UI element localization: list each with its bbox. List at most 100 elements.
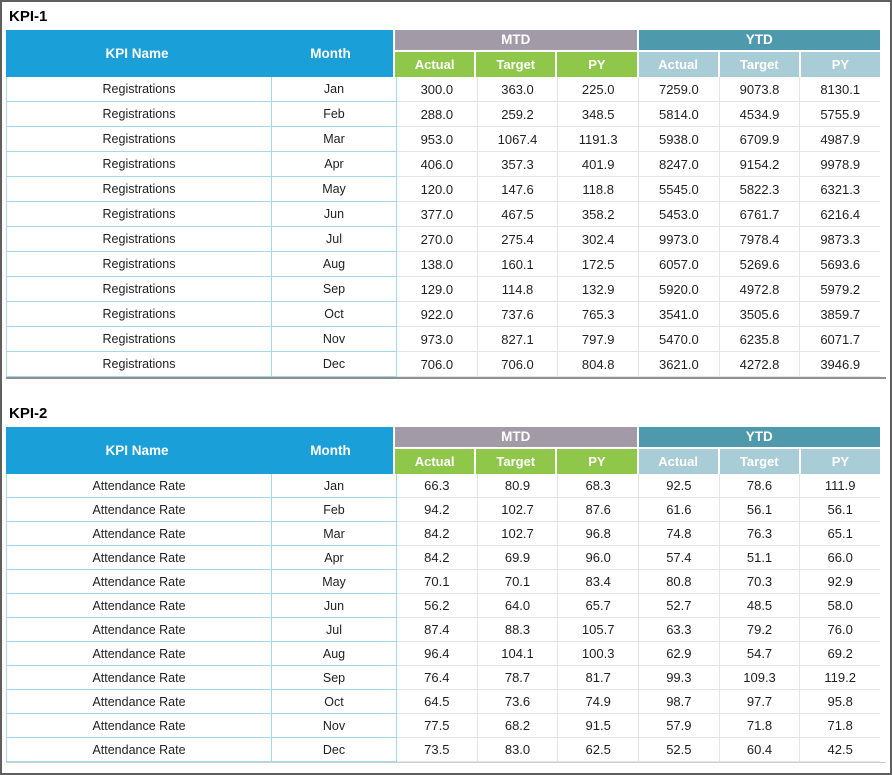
value-cell: 7259.0: [639, 77, 720, 102]
value-cell: 84.2: [397, 546, 478, 570]
value-cell: 6216.4: [800, 202, 881, 227]
value-cell: 97.7: [719, 690, 801, 714]
value-cell: 98.7: [639, 690, 720, 714]
table-row: Registrations Sep 129.0 114.8 132.9 5920.0 497…: [6, 277, 881, 302]
month-cell: Feb: [272, 102, 397, 127]
kpi-name-cell: Attendance Rate: [6, 570, 272, 594]
value-cell: 5269.6: [719, 252, 801, 277]
value-cell: 69.9: [477, 546, 559, 570]
value-cell: 9978.9: [800, 152, 881, 177]
value-cell: 64.0: [477, 594, 559, 618]
value-cell: 68.3: [558, 474, 640, 498]
value-cell: 6057.0: [639, 252, 720, 277]
value-cell: 5755.9: [800, 102, 881, 127]
table-row: Registrations Feb 288.0 259.2 348.5 5814.0 453…: [6, 102, 881, 127]
value-cell: 6321.3: [800, 177, 881, 202]
mtd-band-header: MTD: [395, 427, 637, 447]
kpi-name-cell: Attendance Rate: [6, 474, 272, 498]
value-cell: 54.7: [719, 642, 801, 666]
value-cell: 74.9: [558, 690, 640, 714]
table-row: Attendance Rate Jul 87.4 88.3 105.7 63.3 79.2 7…: [6, 618, 881, 642]
value-cell: 6235.8: [719, 327, 801, 352]
value-cell: 57.4: [639, 546, 720, 570]
value-cell: 60.4: [719, 738, 801, 762]
kpi-1-title: KPI-1: [9, 8, 48, 25]
kpi-2-title: KPI-2: [9, 405, 48, 422]
value-cell: 77.5: [397, 714, 478, 738]
kpi-name-cell: Registrations: [6, 202, 272, 227]
kpi-name-column-header: KPI Name: [105, 46, 169, 61]
value-cell: 348.5: [558, 102, 640, 127]
kpi-name-cell: Registrations: [6, 302, 272, 327]
month-cell: May: [272, 570, 397, 594]
table-body: Attendance Rate Jan 66.3 80.9 68.3 92.5 78.6 11…: [6, 474, 881, 762]
month-cell: Aug: [272, 642, 397, 666]
table-row: Registrations Apr 406.0 357.3 401.9 8247.0 915…: [6, 152, 881, 177]
value-cell: 288.0: [397, 102, 478, 127]
month-cell: Aug: [272, 252, 397, 277]
value-cell: 76.0: [800, 618, 881, 642]
kpi-name-cell: Registrations: [6, 152, 272, 177]
value-cell: 73.5: [397, 738, 478, 762]
month-cell: Apr: [272, 152, 397, 177]
value-cell: 78.6: [719, 474, 801, 498]
value-cell: 706.0: [477, 352, 559, 377]
table-header: KPI Name Month MTD Actual Target PY YTD: [6, 427, 881, 474]
mtd-header-group: MTD Actual Target PY: [395, 427, 637, 474]
value-cell: 88.3: [477, 618, 559, 642]
mtd-target-header: Target: [476, 449, 556, 474]
value-cell: 94.2: [397, 498, 478, 522]
mtd-actual-header: Actual: [395, 449, 475, 474]
value-cell: 87.6: [558, 498, 640, 522]
value-cell: 118.8: [558, 177, 640, 202]
value-cell: 76.4: [397, 666, 478, 690]
value-cell: 80.8: [639, 570, 720, 594]
table-header: KPI Name Month MTD Actual Target PY YTD: [6, 30, 881, 77]
value-cell: 70.1: [397, 570, 478, 594]
kpi-name-cell: Registrations: [6, 127, 272, 152]
value-cell: 1067.4: [477, 127, 559, 152]
month-cell: Mar: [272, 522, 397, 546]
value-cell: 358.2: [558, 202, 640, 227]
value-cell: 4272.8: [719, 352, 801, 377]
value-cell: 104.1: [477, 642, 559, 666]
value-cell: 3621.0: [639, 352, 720, 377]
mtd-band-header: MTD: [395, 30, 637, 50]
value-cell: 58.0: [800, 594, 881, 618]
kpi-name-cell: Attendance Rate: [6, 690, 272, 714]
mtd-target-header: Target: [476, 52, 556, 77]
value-cell: 275.4: [477, 227, 559, 252]
kpi-name-cell: Attendance Rate: [6, 642, 272, 666]
value-cell: 65.7: [558, 594, 640, 618]
ytd-band-header: YTD: [638, 427, 880, 447]
value-cell: 377.0: [397, 202, 478, 227]
value-cell: 71.8: [719, 714, 801, 738]
kpi-name-cell: Registrations: [6, 252, 272, 277]
value-cell: 357.3: [477, 152, 559, 177]
value-cell: 922.0: [397, 302, 478, 327]
value-cell: 100.3: [558, 642, 640, 666]
value-cell: 9073.8: [719, 77, 801, 102]
value-cell: 99.3: [639, 666, 720, 690]
table-row: Registrations Aug 138.0 160.1 172.5 6057.0 526…: [6, 252, 881, 277]
value-cell: 1191.3: [558, 127, 640, 152]
value-cell: 5822.3: [719, 177, 801, 202]
table-row: Attendance Rate Aug 96.4 104.1 100.3 62.9 54.7…: [6, 642, 881, 666]
value-cell: 138.0: [397, 252, 478, 277]
table-row: Attendance Rate Oct 64.5 73.6 74.9 98.7 97.7 95…: [6, 690, 881, 714]
ytd-target-header: Target: [719, 449, 799, 474]
value-cell: 8130.1: [800, 77, 881, 102]
value-cell: 737.6: [477, 302, 559, 327]
ytd-header-group: YTD Actual Target PY: [638, 427, 881, 474]
kpi-name-cell: Registrations: [6, 177, 272, 202]
value-cell: 63.3: [639, 618, 720, 642]
value-cell: 52.5: [639, 738, 720, 762]
month-cell: Jan: [272, 474, 397, 498]
value-cell: 132.9: [558, 277, 640, 302]
kpi-name-cell: Attendance Rate: [6, 498, 272, 522]
value-cell: 3946.9: [800, 352, 881, 377]
value-cell: 797.9: [558, 327, 640, 352]
value-cell: 71.8: [800, 714, 881, 738]
value-cell: 120.0: [397, 177, 478, 202]
value-cell: 105.7: [558, 618, 640, 642]
